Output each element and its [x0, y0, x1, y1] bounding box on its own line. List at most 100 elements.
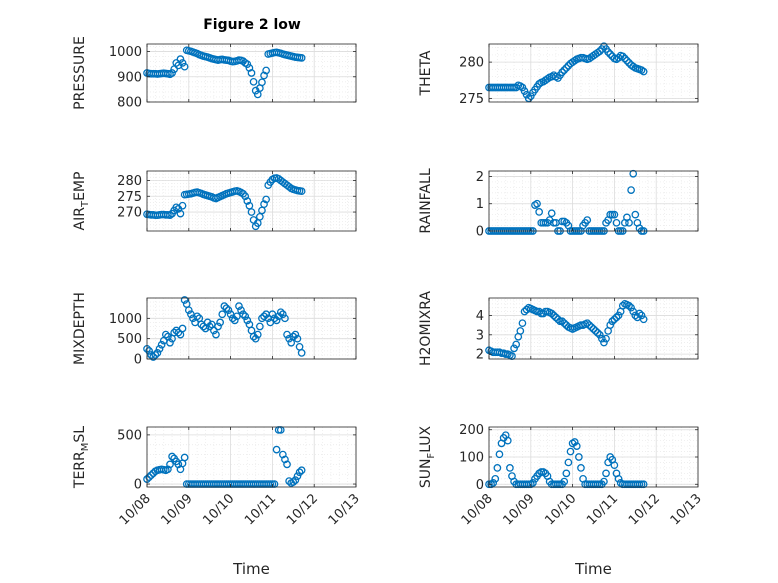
data-point — [262, 66, 270, 75]
data-point — [558, 68, 567, 77]
data-point — [212, 330, 220, 339]
x-axis-label: Time — [232, 560, 270, 578]
data-point — [297, 187, 306, 196]
data-point — [228, 314, 237, 323]
data-point — [503, 436, 512, 445]
data-point — [295, 468, 304, 477]
data-point — [591, 327, 600, 335]
data-point — [608, 317, 617, 326]
data-point — [297, 54, 306, 62]
data-point — [153, 349, 162, 357]
y-tick-label: 280 — [117, 174, 142, 189]
data-point — [524, 94, 533, 103]
data-point — [614, 311, 623, 320]
data-point — [193, 312, 202, 321]
data-point — [587, 323, 596, 331]
data-point — [518, 319, 527, 328]
data-point — [203, 318, 212, 327]
axes-box — [488, 297, 699, 360]
data-point — [235, 302, 243, 310]
data-point — [627, 303, 635, 312]
data-point — [260, 200, 268, 209]
data-point — [176, 209, 185, 218]
x-tick-label: 10/11 — [242, 491, 279, 528]
data-point — [533, 199, 541, 208]
data-point — [249, 332, 258, 341]
y-tick-label: 2 — [476, 170, 484, 185]
x-tick-label: 10/12 — [626, 491, 663, 528]
data-point — [174, 328, 183, 337]
data-point — [151, 351, 160, 359]
data-point — [210, 326, 218, 335]
data-point — [635, 309, 644, 318]
x-tick-label: 10/08 — [117, 491, 154, 528]
subplot-pressure: 800 900 1000 PRESSURE — [72, 36, 357, 111]
data-point — [495, 450, 504, 459]
data-point — [272, 445, 281, 454]
data-point — [562, 469, 571, 478]
data-point — [620, 54, 629, 63]
data-point — [618, 52, 627, 61]
data-point — [558, 317, 567, 326]
plot-area — [147, 171, 356, 231]
data-point — [222, 304, 231, 313]
y-axis-label: SUNFLUX — [418, 425, 437, 488]
subplot-theta: 275 280 THETA — [418, 42, 699, 107]
axes-box — [488, 170, 699, 232]
y-axis-label: RAINFALL — [418, 168, 434, 233]
y-tick-label: 500 — [117, 332, 142, 347]
data-point — [510, 344, 518, 353]
data-point — [639, 480, 648, 489]
data-point — [535, 208, 544, 216]
data-point — [168, 452, 176, 461]
y-axis-label: TERRMSL — [72, 426, 91, 489]
data-point — [600, 338, 608, 347]
data-point — [583, 216, 592, 224]
data-point — [570, 438, 579, 446]
data-point — [243, 197, 252, 205]
data-point — [149, 353, 158, 361]
x-tick-label: 10/10 — [200, 491, 237, 528]
data-point — [639, 67, 648, 76]
data-point — [602, 334, 610, 343]
data-point — [166, 460, 174, 469]
y-tick-label: 3 — [476, 328, 484, 343]
data-point — [205, 322, 214, 331]
data-point — [260, 312, 268, 321]
data-point — [243, 60, 252, 69]
axes-box — [146, 170, 357, 232]
y-axis-label: MIXDEPTH — [72, 292, 88, 365]
data-point — [241, 192, 250, 201]
subplot-terr-msl: 0 500 10/08 10/09 10/10 10/11 10/12 10/13 Time TE… — [72, 426, 363, 578]
y-tick-label: 0 — [134, 353, 142, 368]
data-point — [566, 447, 575, 456]
y-tick-label: 0 — [476, 478, 484, 493]
data-point — [631, 210, 640, 219]
data-point — [572, 442, 581, 450]
subplot-rainfall: 0 1 2 RAINFALL — [418, 168, 699, 240]
data-point — [180, 296, 189, 304]
data-point — [554, 315, 562, 324]
data-point — [145, 473, 153, 482]
data-point — [529, 479, 537, 487]
data-point — [155, 344, 164, 353]
data-point — [612, 218, 621, 227]
data-point — [606, 321, 615, 329]
subplot-h2omixra: 2 3 4 H2OMIXRA — [418, 291, 699, 366]
data-point — [600, 477, 608, 486]
x-tick-label: 10/08 — [459, 491, 496, 528]
data-point — [220, 302, 229, 310]
data-point — [549, 311, 558, 320]
data-point — [610, 315, 619, 324]
x-tick-label: 10/11 — [584, 491, 621, 528]
data-point — [178, 324, 187, 333]
data-point — [560, 319, 569, 328]
data-point — [237, 306, 245, 315]
data-point — [577, 464, 585, 472]
axes-box — [146, 297, 357, 360]
data-point — [612, 313, 621, 322]
data-point — [270, 314, 279, 323]
subplot-sun-flux: 0 100 200 10/08 10/09 10/10 10/11 10/12 10/13 Tim… — [418, 423, 705, 578]
data-point — [216, 318, 224, 327]
